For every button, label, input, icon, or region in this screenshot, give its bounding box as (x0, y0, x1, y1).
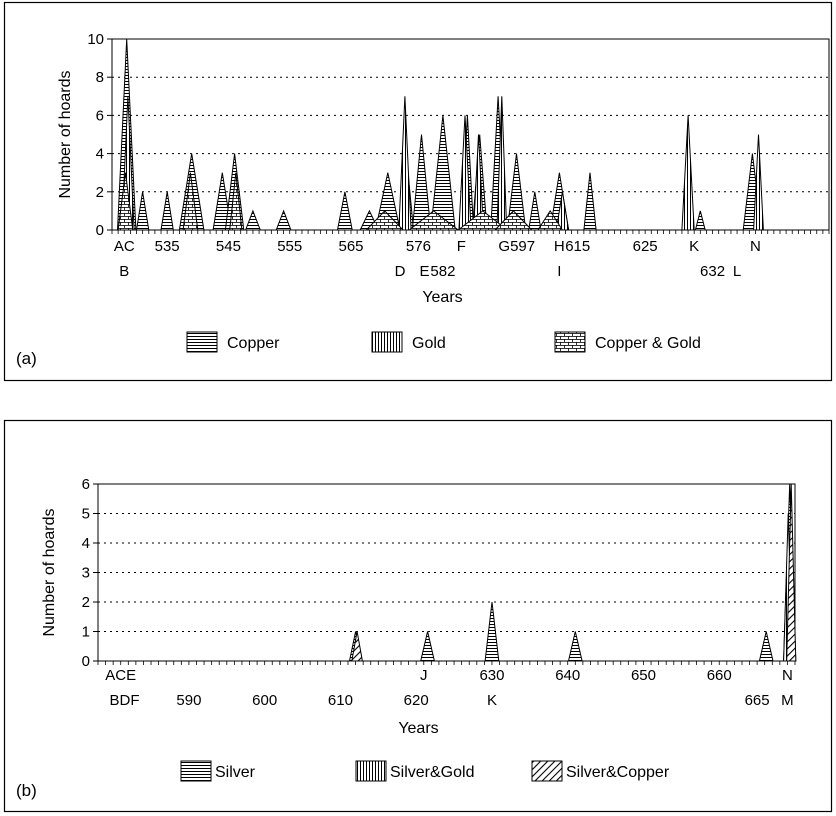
x-tick-label: F (457, 238, 466, 255)
x-tick-label: M (781, 692, 794, 709)
y-tick-label: 0 (82, 653, 90, 670)
x-tick-label: 650 (631, 667, 656, 684)
area-peak-vertical (681, 115, 695, 231)
legend-label: Silver&Copper (566, 764, 670, 781)
legend-label: Silver (215, 764, 256, 781)
legend-label: Copper (227, 335, 280, 352)
area-peak-vertical (753, 134, 764, 231)
x-tick-label: 620 (404, 692, 429, 709)
area-peak-horizontal (583, 172, 597, 231)
x-tick-label: 535 (155, 238, 180, 255)
legend-label: Gold (412, 335, 446, 352)
x-tick-label: 555 (277, 238, 302, 255)
x-tick-label: 582 (430, 263, 455, 280)
area-peak-horizontal (160, 191, 174, 231)
y-tick-label: 10 (87, 31, 104, 48)
y-tick-label: 8 (96, 69, 104, 86)
x-tick-label: K (487, 692, 497, 709)
area-peak-horizontal (567, 631, 583, 662)
y-axis-title: Number of hoards (57, 70, 74, 198)
area-peak-brick (117, 172, 134, 231)
x-tick-label: I (557, 263, 561, 280)
x-tick-label: 630 (479, 667, 504, 684)
legend-swatch (180, 760, 212, 782)
area-peak-brick (229, 172, 243, 231)
area-peak-horizontal (135, 191, 150, 231)
y-tick-label: 4 (96, 146, 104, 163)
y-axis-title: Number of hoards (41, 508, 58, 636)
y-tick-label: 2 (82, 594, 90, 611)
x-tick-label: 590 (176, 692, 201, 709)
x-tick-label: 665 (745, 692, 770, 709)
area-peak-horizontal (420, 631, 436, 662)
y-tick-label: 5 (82, 506, 90, 523)
x-tick-label: 545 (216, 238, 241, 255)
legend-swatch (554, 331, 586, 353)
panel-b: 0 1 2 3 4 5 6 ACE BDF 590 600 610 J 620 630 K 640 650 660 6… (16, 476, 797, 800)
x-tick-label: BDF (110, 692, 140, 709)
legend-swatch (531, 760, 563, 782)
legend-label: Copper & Gold (595, 335, 701, 352)
x-tick-label: J (420, 667, 428, 684)
area-peak-horizontal (336, 191, 353, 231)
area-peak-horizontal (275, 209, 292, 231)
x-tick-label: E (420, 263, 430, 280)
y-tick-label: 6 (82, 476, 90, 493)
area-peak-horizontal (758, 631, 774, 662)
x-tick-label: 597 (510, 238, 535, 255)
panel-label: (a) (16, 349, 37, 368)
y-tick-label: 2 (96, 184, 104, 201)
x-tick-label: 660 (707, 667, 732, 684)
area-peak-brick (365, 210, 405, 231)
x-tick-label: 615 (565, 238, 590, 255)
legend-label: Silver&Gold (390, 764, 474, 781)
x-tick-label: 600 (252, 692, 277, 709)
area-peak-diagonal (786, 483, 797, 662)
area-peak-brick (493, 210, 533, 231)
x-tick-label: B (119, 263, 129, 280)
panel-b-frame (3, 419, 833, 813)
x-tick-label: 576 (406, 238, 431, 255)
area-peak-horizontal (244, 209, 262, 231)
x-tick-label: N (750, 238, 761, 255)
y-tick-label: 6 (96, 107, 104, 124)
x-tick-label: D (395, 263, 406, 280)
x-tick-label: 625 (633, 238, 658, 255)
x-axis-title: Years (422, 289, 462, 306)
x-tick-label: L (733, 263, 741, 280)
area-peak-brick (182, 172, 199, 231)
y-tick-label: 3 (82, 565, 90, 582)
x-tick-label: H (554, 238, 565, 255)
x-tick-label: G (498, 238, 510, 255)
legend-swatch (355, 760, 387, 782)
panel-a-frame (3, 1, 833, 382)
y-tick-label: 1 (82, 624, 90, 641)
y-tick-label: 0 (96, 222, 104, 239)
area-peak-horizontal (528, 191, 542, 231)
panel-label: (b) (16, 781, 37, 800)
x-tick-label: K (689, 238, 699, 255)
x-tick-label: N (782, 667, 793, 684)
area-peak-horizontal (694, 210, 706, 231)
x-tick-label: AC (114, 238, 135, 255)
area-peak-brick (407, 210, 460, 231)
x-tick-label: ACE (105, 667, 136, 684)
area-peak-diagonal (351, 631, 363, 662)
y-tick-label: 4 (82, 535, 90, 552)
x-tick-label: 640 (555, 667, 580, 684)
x-tick-label: 610 (328, 692, 353, 709)
legend-swatch (371, 331, 403, 353)
x-axis-title: Years (398, 720, 438, 737)
x-tick-label: 632 (700, 263, 725, 280)
area-peak-brick (536, 209, 564, 231)
legend-swatch (186, 331, 218, 353)
area-peak-horizontal (484, 601, 500, 662)
area-peak-brick (456, 210, 509, 231)
area-peak-vertical (398, 96, 412, 231)
x-tick-label: 565 (338, 238, 363, 255)
